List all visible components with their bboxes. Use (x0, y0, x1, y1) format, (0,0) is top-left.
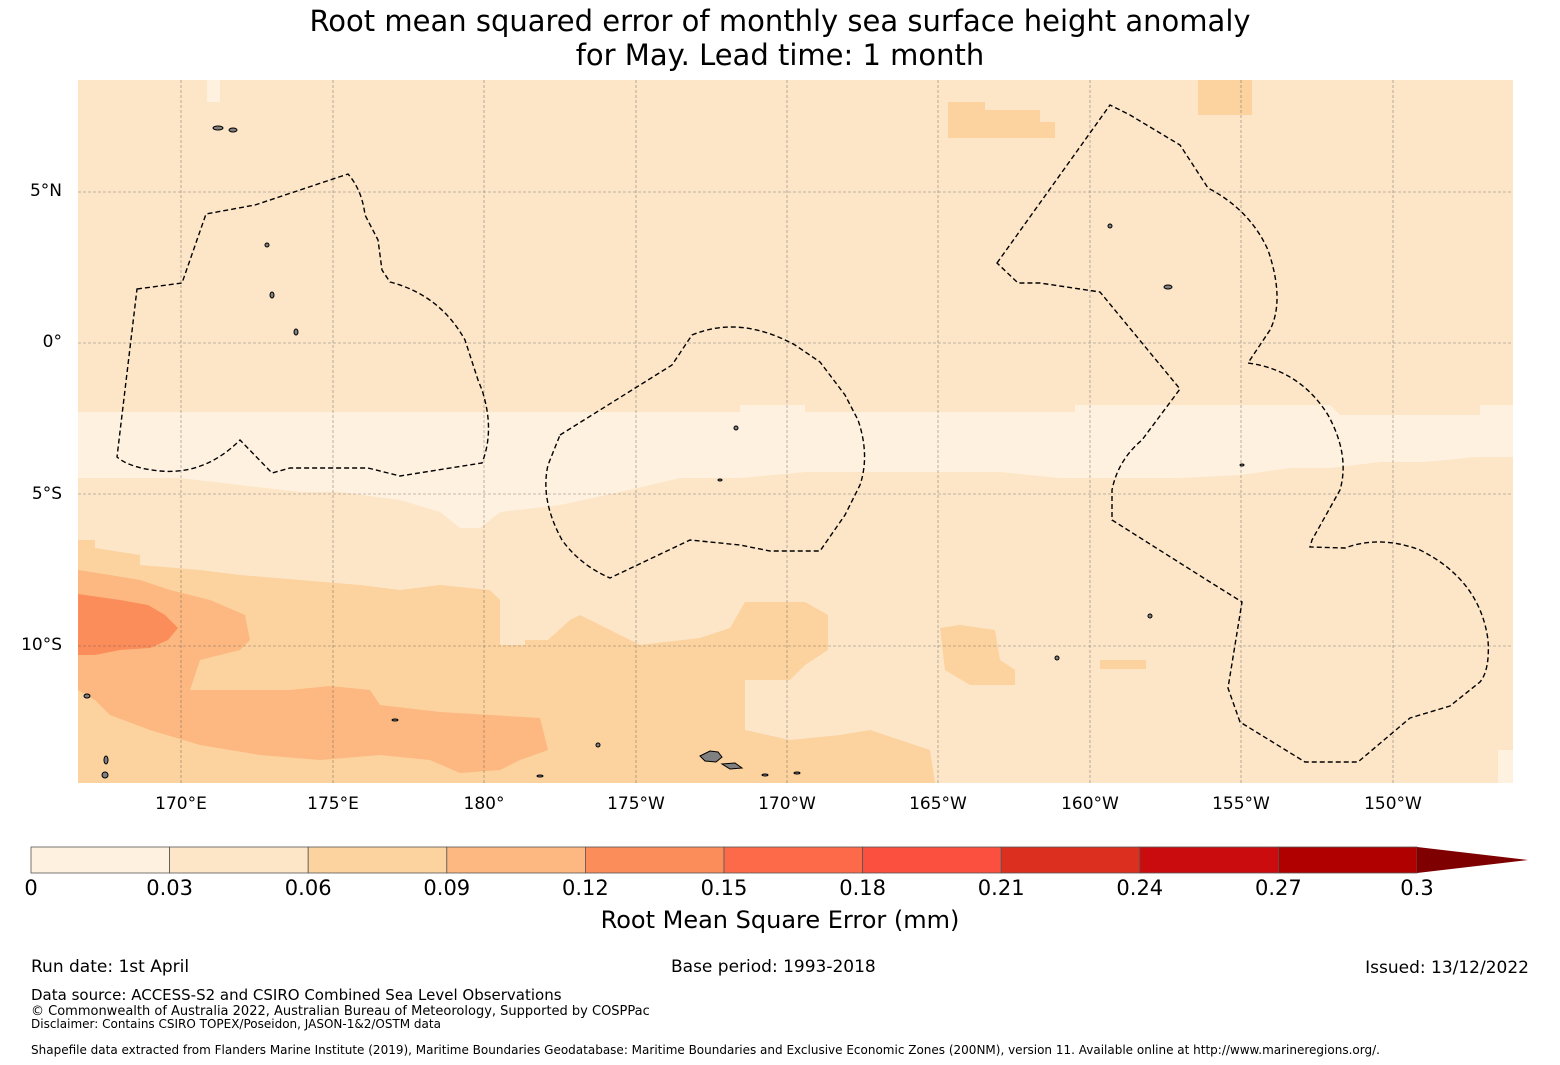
colorbar-tick-label: 0.3 (1400, 876, 1434, 900)
island-17 (793, 771, 801, 775)
colorbar-tick-label: 0.24 (1116, 876, 1164, 900)
chart-title-line2: for May. Lead time: 1 month (575, 38, 985, 72)
eez-boundary-phoenix (545, 326, 866, 579)
island-5 (212, 125, 224, 131)
colorbar-segment (1000, 846, 1141, 874)
lon-label-180: 180° (463, 794, 505, 814)
island-6 (228, 127, 238, 133)
colorbar-extend-arrow (1417, 847, 1528, 873)
island-14 (391, 718, 399, 722)
rmse-region-mid-east (940, 625, 1015, 685)
island-15 (536, 774, 544, 778)
lon-label-170e: 170°E (155, 794, 207, 814)
colorbar-tick-label: 0.21 (977, 876, 1025, 900)
colorbar-tick-label: 0.27 (1255, 876, 1302, 900)
colorbar-tick-label: 0.06 (284, 876, 332, 900)
colorbar-tick-label: 0 (24, 876, 38, 900)
island-1 (83, 693, 91, 699)
eez-boundary-line-islands (996, 104, 1490, 763)
island-11 (1147, 613, 1153, 619)
rmse-region-mid-east2 (1100, 660, 1146, 669)
run-date: Run date: 1st April (31, 957, 190, 977)
graticule (78, 80, 1513, 783)
rmse-region-low-top (207, 80, 220, 102)
colorbar-tick-label: 0.03 (146, 876, 193, 900)
lon-label-150w: 150°W (1364, 794, 1422, 814)
lon-label-165w: 165°W (909, 794, 967, 814)
eez-boundaries (116, 104, 1490, 763)
island-8 (733, 425, 739, 431)
copyright: © Commonwealth of Australia 2022, Austra… (31, 1004, 650, 1019)
colorbar-segment (307, 846, 448, 874)
rmse-region-mid-north2 (1198, 80, 1252, 115)
lat-label-0: 0° (42, 332, 62, 352)
colorbar-tick-label: 0.18 (839, 876, 886, 900)
eez-boundary-kiribati-gilberts (116, 173, 490, 477)
colorbar-label: Root Mean Square Error (mm) (600, 906, 960, 934)
island-10 (1239, 463, 1245, 467)
colorbar-segment (446, 846, 586, 874)
rmse-field (78, 80, 1513, 783)
lon-label-175w: 175°W (607, 794, 665, 814)
rmse-region-low-edge (1498, 750, 1513, 783)
colorbar-segment (862, 846, 1002, 874)
island-16 (761, 773, 769, 777)
island-2 (101, 771, 109, 779)
island-19 (264, 242, 270, 248)
island-13 (595, 742, 601, 748)
island-7 (1107, 223, 1113, 229)
chart-title-line1: Root mean squared error of monthly sea s… (309, 4, 1251, 38)
lat-label-5s: 5°S (31, 484, 62, 504)
issued-date: Issued: 13/12/2022 (1365, 958, 1529, 978)
colorbar-segment (585, 846, 725, 874)
island-4 (1163, 284, 1173, 290)
disclaimer: Disclaimer: Contains CSIRO TOPEX/Poseido… (31, 1017, 441, 1031)
base-period: Base period: 1993-2018 (671, 957, 876, 977)
island-18 (293, 328, 299, 336)
lat-label-10s: 10°S (21, 635, 62, 655)
colorbar-tick-label: 0.12 (562, 876, 609, 900)
colorbar-segment (169, 846, 309, 874)
lon-label-170w: 170°W (758, 794, 816, 814)
island-20 (269, 291, 275, 299)
colorbar-tick-label: 0.09 (423, 876, 471, 900)
lat-label-5n: 5°N (29, 181, 62, 201)
lon-label-175e: 175°E (307, 794, 359, 814)
lon-label-160w: 160°W (1061, 794, 1119, 814)
islands (83, 125, 1245, 779)
data-source: Data source: ACCESS-S2 and CSIRO Combine… (31, 986, 562, 1004)
island-3 (103, 755, 109, 765)
colorbar-segment (1278, 846, 1418, 874)
rmse-map (78, 80, 1513, 783)
island-samoa-1 (699, 750, 723, 763)
island-samoa-2 (720, 762, 744, 770)
rmse-region-low-band (78, 405, 1513, 528)
rmse-region-mid-north1 (948, 102, 1055, 138)
rmse-region-high (78, 570, 548, 773)
rmse-region-highest (78, 594, 178, 655)
lon-label-155w: 155°W (1212, 794, 1270, 814)
colorbar-segment (1139, 846, 1279, 874)
island-12 (1054, 655, 1060, 661)
island-9 (717, 478, 723, 482)
colorbar-segment (723, 846, 864, 874)
colorbar-tick-label: 0.15 (700, 876, 748, 900)
colorbar-segment (30, 846, 171, 874)
shapefile-credit: Shapefile data extracted from Flanders M… (31, 1043, 1380, 1057)
chart-title: Root mean squared error of monthly sea s… (0, 4, 1560, 72)
